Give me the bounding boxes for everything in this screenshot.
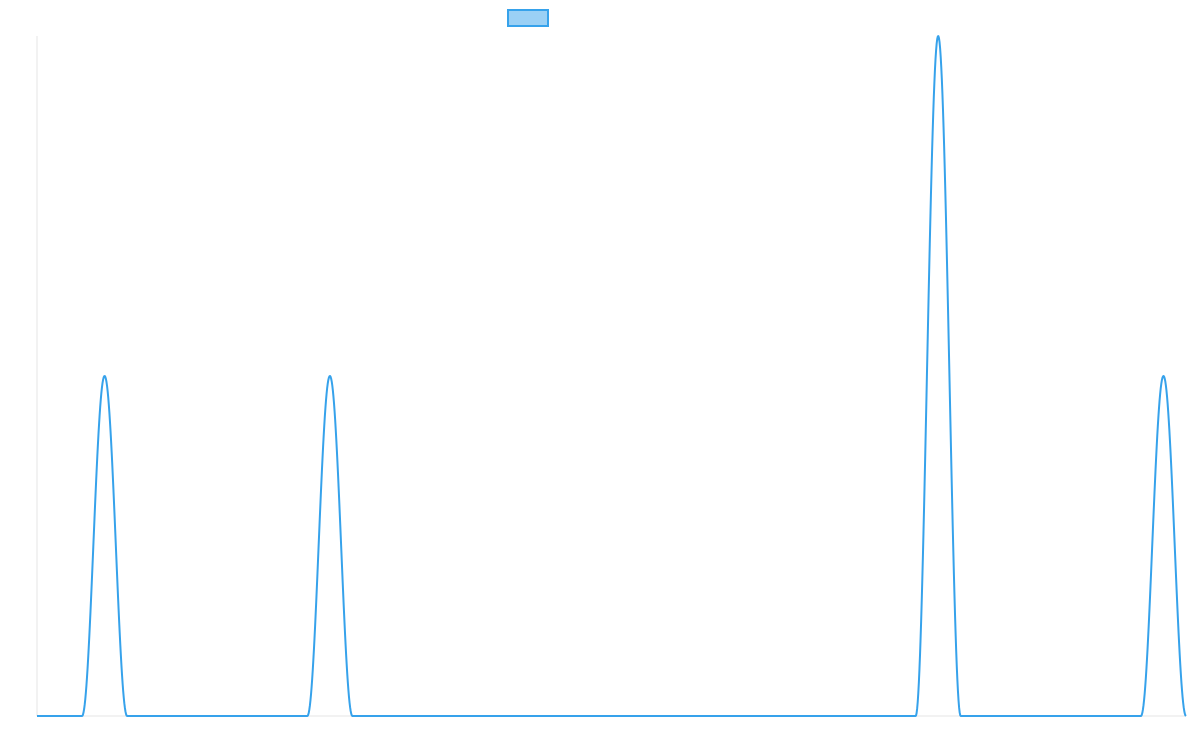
series-line-0 [36,35,1187,717]
axes [36,36,1186,717]
legend-swatch[interactable] [507,9,549,27]
legend[interactable] [507,9,549,27]
series-layer [36,35,1187,717]
